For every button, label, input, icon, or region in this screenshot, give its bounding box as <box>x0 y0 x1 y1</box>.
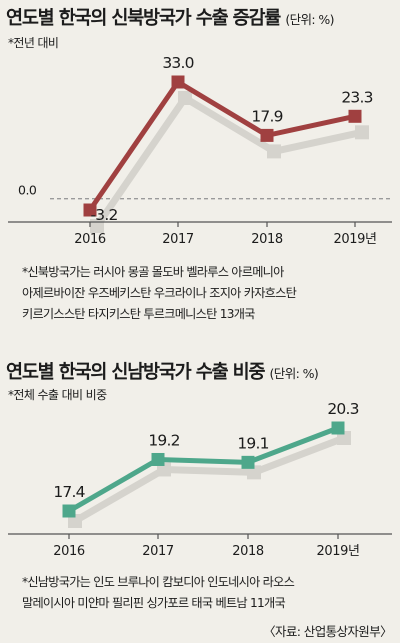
x-tick-label: 2017 <box>162 232 194 247</box>
data-point-marker <box>171 75 185 89</box>
series-shadow-marker <box>355 125 369 140</box>
data-point-marker <box>241 455 255 469</box>
x-tick-label: 2016 <box>53 544 85 559</box>
subnote-south: *전체 수출 대비 비중 <box>8 388 107 402</box>
footnote-north-line-3: 키르기스스탄 타지키스탄 투르크메니스탄 13개국 <box>22 307 255 321</box>
unit-note-south: (단위: %) <box>269 366 319 381</box>
series-shadow-line <box>94 94 363 228</box>
zero-label: 0.0 <box>18 183 37 198</box>
chart-title-north: 연도별 한국의 신북방국가 수출 증감률 (단위: %) <box>6 8 335 29</box>
data-label: 17.4 <box>53 483 84 501</box>
x-tick-label: 2018 <box>251 232 283 247</box>
unit-note-north: (단위: %) <box>285 12 334 27</box>
footnote-south-line-1: *신남방국가는 인도 브루나이 캄보디아 인도네시아 라오스 <box>22 575 295 589</box>
data-label: 20.3 <box>327 400 358 418</box>
chart-panel-south: 연도별 한국의 신남방국가 수출 비중 (단위: %) *전체 수출 대비 비중… <box>0 352 400 643</box>
chart-panel-north: 연도별 한국의 신북방국가 수출 증감률 (단위: %) *전년 대비 0.0 -… <box>6 8 392 325</box>
x-tick-label: 2019년 <box>316 544 359 559</box>
data-point-marker <box>260 128 274 142</box>
data-point-marker <box>348 109 362 123</box>
x-tick-label: 2016 <box>74 232 106 247</box>
data-point-marker <box>151 452 165 466</box>
line-chart-north: 0.0 -3.2 33.0 17.9 23.3 2016 2017 2018 2019년 <box>8 54 392 247</box>
subnote-north: *전년 대비 <box>8 36 59 50</box>
source-note: 〈자료: 산업통상자원부〉 <box>263 624 392 639</box>
chart-title-south: 연도별 한국의 신남방국가 수출 비중 (단위: %) <box>6 362 319 383</box>
data-point-marker <box>331 421 345 435</box>
series-line <box>67 425 339 514</box>
data-label: 19.2 <box>148 431 179 449</box>
footnote-south-line-2: 말레이시아 미얀마 필리핀 싱가포르 태국 베트남 11개국 <box>22 596 286 610</box>
x-tick-label: 2019년 <box>333 232 376 247</box>
data-label: -3.2 <box>90 206 117 224</box>
data-label: 23.3 <box>341 88 372 106</box>
data-label: 33.0 <box>162 54 193 72</box>
footnote-north-line-1: *신북방국가는 러시아 몽골 몰도바 벨라루스 아르메니아 <box>22 265 284 279</box>
data-label: 19.1 <box>237 434 268 452</box>
series-shadow-line <box>73 434 346 525</box>
series-shadow-marker <box>267 144 281 159</box>
x-tick-label: 2018 <box>232 544 264 559</box>
data-label: 17.9 <box>251 107 282 125</box>
x-tick-label: 2017 <box>142 544 174 559</box>
footnote-south: *신남방국가는 인도 브루나이 캄보디아 인도네시아 라오스 말레이시아 미얀마… <box>22 572 295 614</box>
data-point-marker <box>83 203 97 217</box>
footnote-north-line-2: 아제르바이잔 우즈베키스탄 우크라이나 조지아 카자흐스탄 <box>22 286 297 300</box>
line-chart-south: 17.4 19.2 19.1 20.3 2016 2017 2018 2019년 <box>8 400 392 559</box>
data-point-marker <box>62 504 76 518</box>
series-line <box>87 78 356 212</box>
footnote-north: *신북방국가는 러시아 몽골 몰도바 벨라루스 아르메니아 아제르바이잔 우즈베… <box>22 262 297 325</box>
series-shadow-marker <box>178 91 192 105</box>
